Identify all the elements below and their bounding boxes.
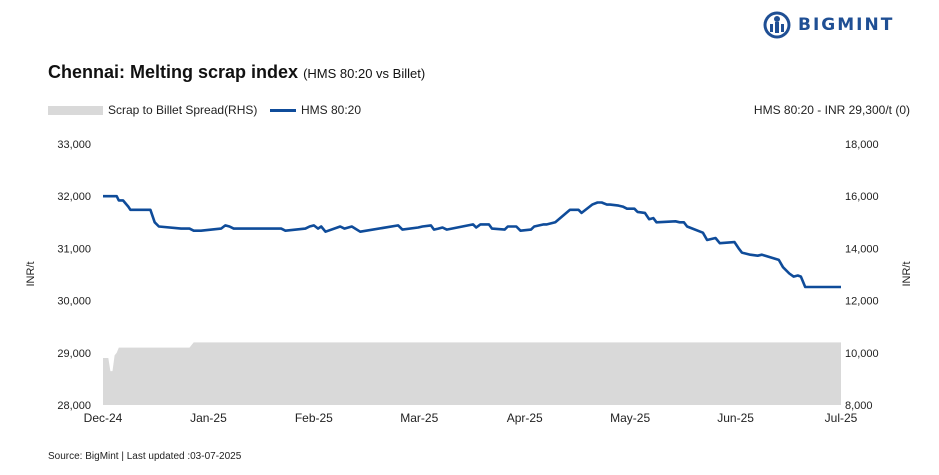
price-note: HMS 80:20 - INR 29,300/t (0) bbox=[753, 103, 910, 117]
source-note: Source: BigMint | Last updated :03-07-20… bbox=[48, 451, 242, 462]
legend-area-swatch bbox=[48, 105, 103, 115]
legend-line-swatch bbox=[270, 108, 296, 112]
y-axis-label: INR/t bbox=[25, 261, 37, 286]
x-tick-label: Jul-25 bbox=[825, 411, 858, 425]
y2-tick-label: 8,000 bbox=[845, 400, 873, 412]
logo-text: BIGMINT bbox=[798, 15, 895, 35]
x-tick-label: Jan-25 bbox=[190, 411, 227, 425]
chart-title: Chennai: Melting scrap index (HMS 80:20 … bbox=[48, 62, 425, 83]
x-tick-label: Mar-25 bbox=[400, 411, 438, 425]
x-tick-label: Apr-25 bbox=[507, 411, 543, 425]
y2-tick-label: 10,000 bbox=[845, 348, 879, 360]
y-tick-label: 29,000 bbox=[57, 348, 91, 360]
y-tick-label: 28,000 bbox=[57, 400, 91, 412]
bigmint-logo: BIGMINT bbox=[762, 10, 894, 40]
y2-axis-label: INR/t bbox=[901, 261, 913, 286]
chart-subtitle: (HMS 80:20 vs Billet) bbox=[303, 66, 426, 81]
legend-label-hms: HMS 80:20 bbox=[301, 103, 362, 117]
x-tick-label: May-25 bbox=[610, 411, 650, 425]
legend-item-spread: Scrap to Billet Spread(RHS) bbox=[48, 103, 257, 117]
hms-line bbox=[103, 194, 841, 289]
y-tick-label: 33,000 bbox=[57, 139, 91, 151]
x-tick-label: Jun-25 bbox=[717, 411, 754, 425]
y-tick-label: 32,000 bbox=[57, 191, 91, 203]
y2-tick-label: 18,000 bbox=[845, 139, 879, 151]
spread-area bbox=[103, 342, 841, 405]
legend-item-hms: HMS 80:20 bbox=[270, 103, 361, 117]
bigmint-logo-icon bbox=[763, 11, 791, 39]
x-tick-label: Dec-24 bbox=[84, 411, 123, 425]
x-tick-label: Feb-25 bbox=[295, 411, 333, 425]
chart-title-text: Chennai: Melting scrap index bbox=[48, 62, 299, 82]
y2-tick-label: 16,000 bbox=[845, 191, 879, 203]
y2-tick-label: 12,000 bbox=[845, 296, 879, 308]
y-tick-label: 31,000 bbox=[57, 243, 91, 255]
y-tick-label: 30,000 bbox=[57, 296, 91, 308]
y2-tick-label: 14,000 bbox=[845, 243, 879, 255]
legend-label-spread: Scrap to Billet Spread(RHS) bbox=[108, 103, 258, 117]
